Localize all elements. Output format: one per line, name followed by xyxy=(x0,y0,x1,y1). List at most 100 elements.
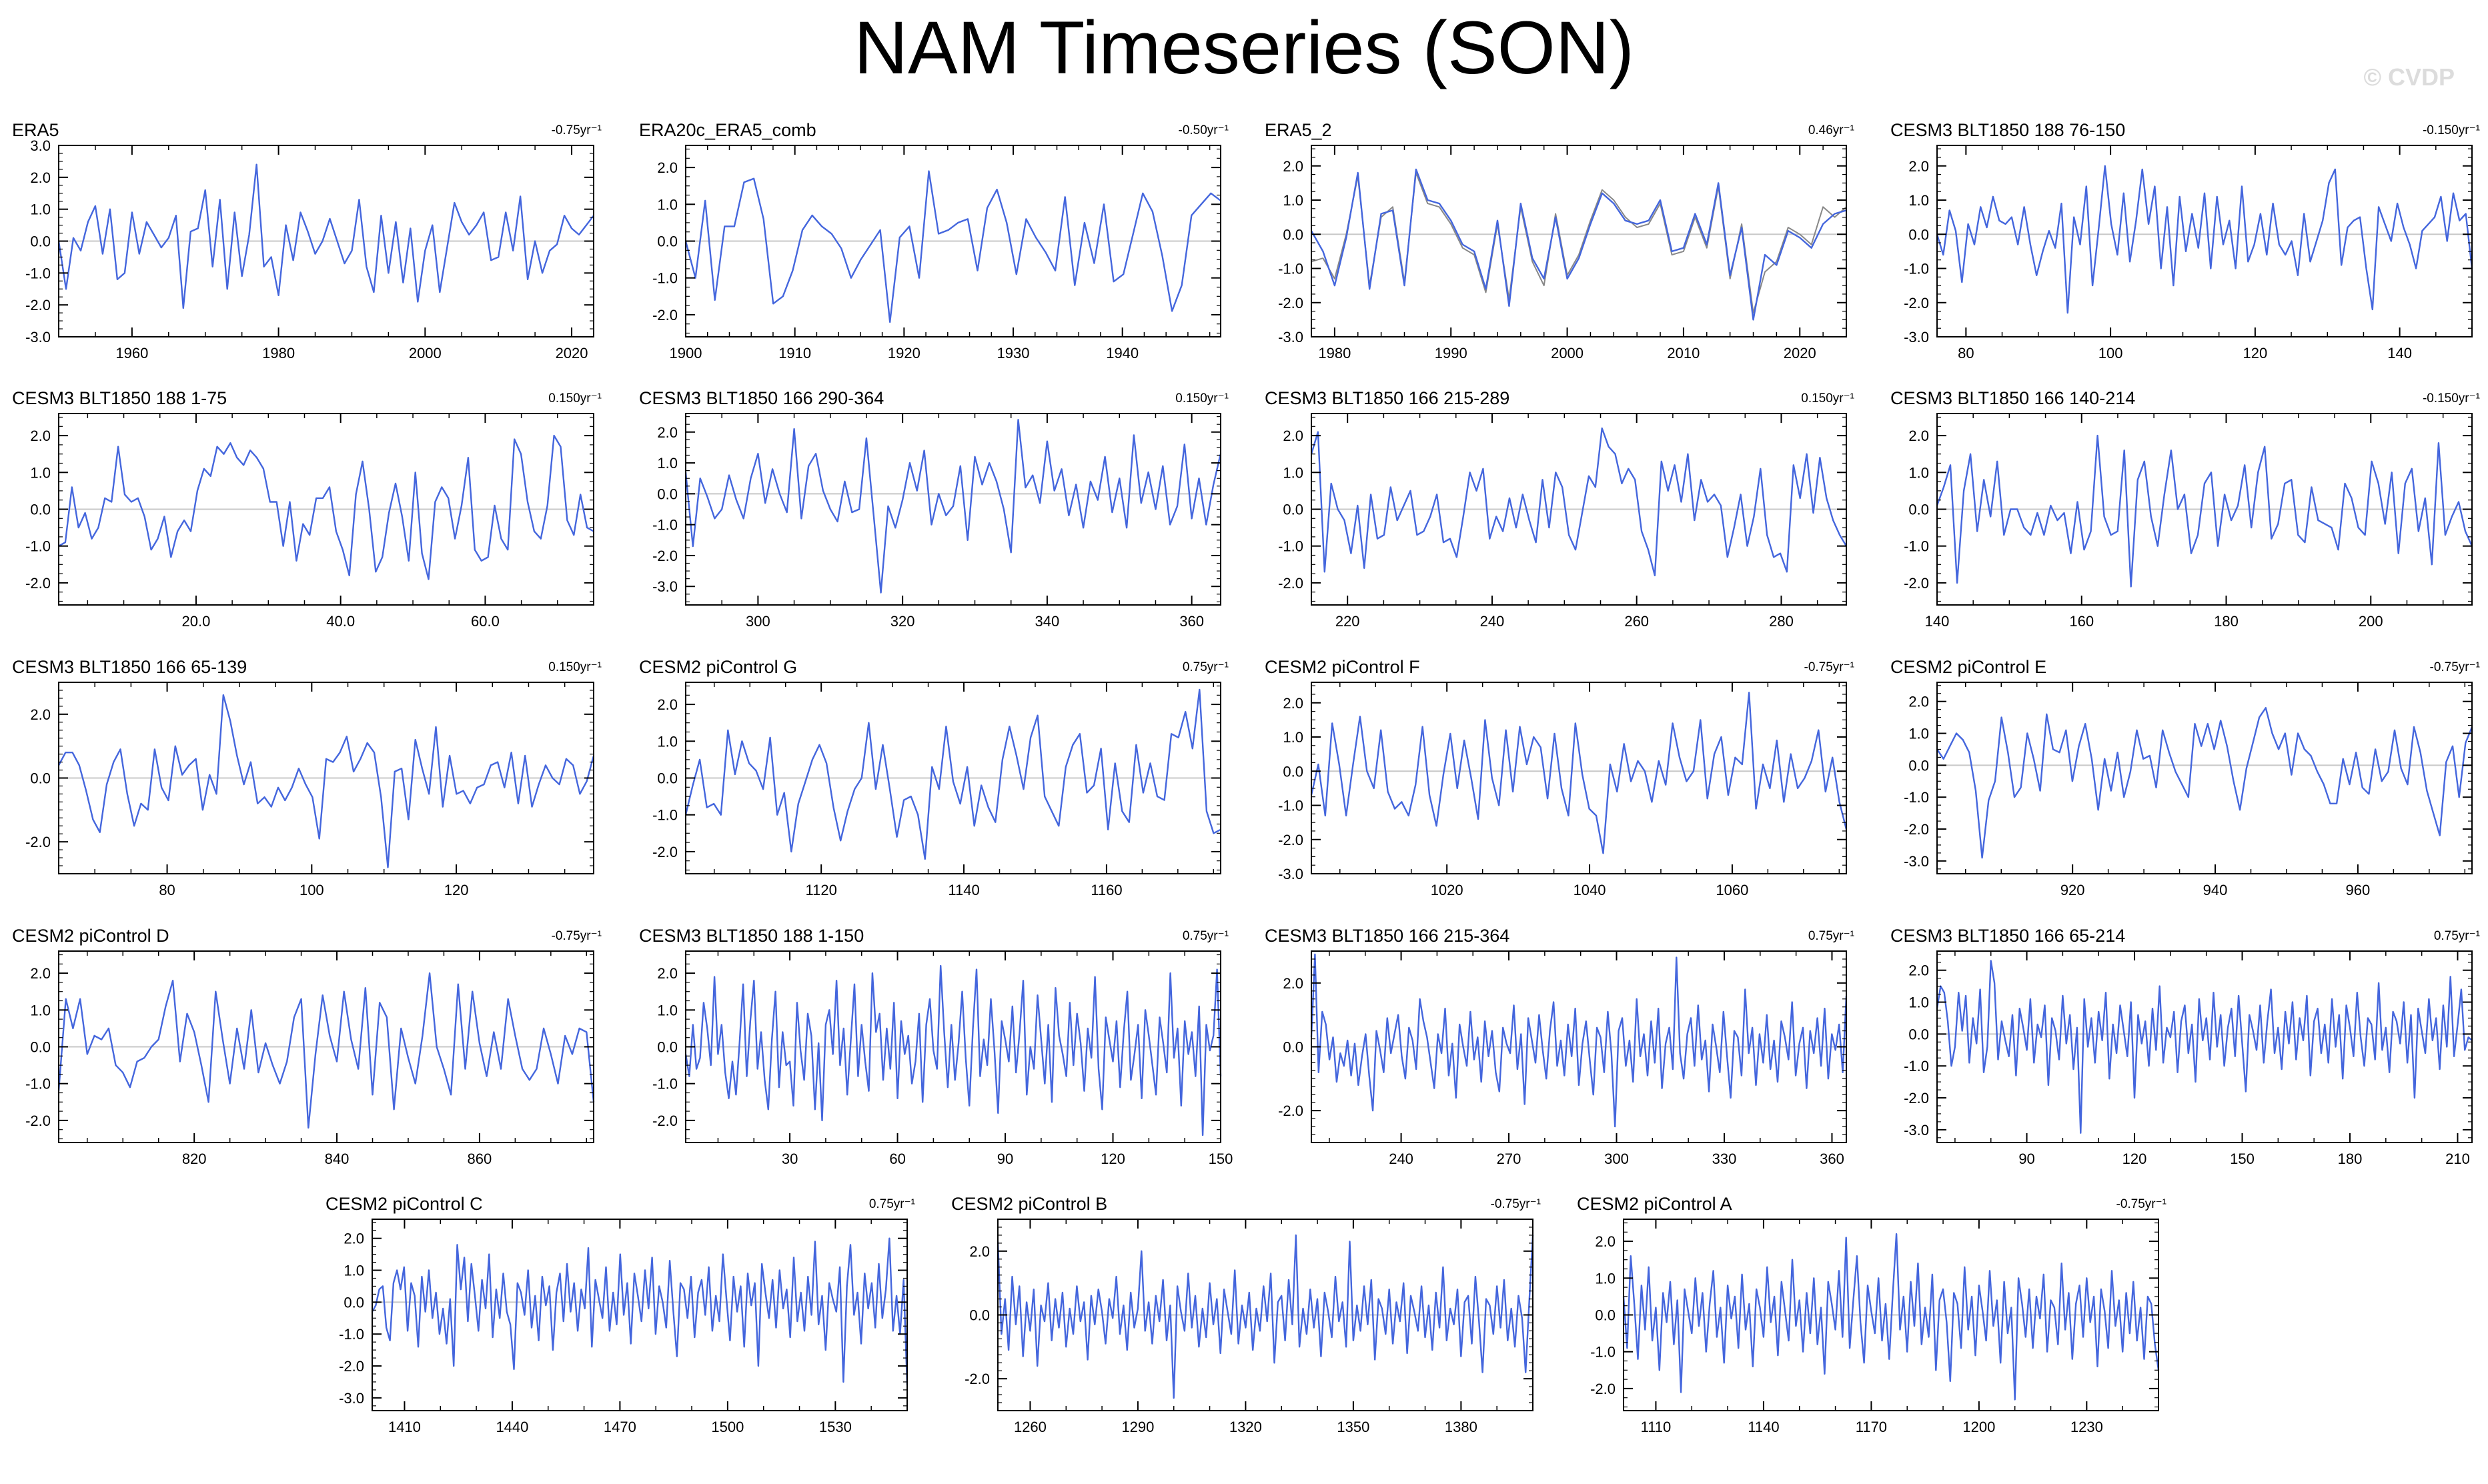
series-line xyxy=(1622,1233,2160,1401)
y-tick-label: -1.0 xyxy=(1904,1058,1929,1074)
y-tick-label: 1.0 xyxy=(1908,464,1929,481)
y-tick-label: 2.0 xyxy=(1283,158,1303,175)
panel-plot: 300 320 340 360 2.0 1.0 0.0 -1.0 -2.0 -3.0 xyxy=(652,413,1222,630)
panel-plot: 80 100 120 2.0 0.0 -2.0 xyxy=(25,682,595,898)
x-tick-label: 1380 xyxy=(1445,1419,1477,1435)
y-tick-label: 0.0 xyxy=(1595,1307,1616,1324)
y-tick-label: -3.0 xyxy=(25,329,51,345)
x-tick-label: 840 xyxy=(325,1151,350,1167)
y-tick-label: 0.0 xyxy=(1908,1026,1929,1042)
panel-title: CESM3 BLT1850 166 215-364 xyxy=(1265,926,1510,946)
timeseries-panel: CESM3 BLT1850 166 215-289 0.150yr⁻¹ 220 240… xyxy=(1259,388,1860,648)
x-tick-label: 1910 xyxy=(778,345,811,361)
panel-plot: 920 940 960 2.0 1.0 0.0 -1.0 -2.0 -3.0 xyxy=(1904,682,2473,898)
y-tick-label: 0.0 xyxy=(1283,763,1303,780)
timeseries-panel: CESM3 BLT1850 188 1-75 0.150yr⁻¹ 20.0 40.0 6… xyxy=(7,388,607,648)
plot-frame xyxy=(685,413,1221,606)
x-tick-label: 860 xyxy=(468,1151,492,1167)
x-tick-label: 1530 xyxy=(819,1419,852,1435)
y-tick-label: -1.0 xyxy=(339,1326,364,1343)
x-tick-label: 80 xyxy=(1958,345,1974,361)
x-tick-label: 120 xyxy=(1101,1151,1125,1167)
x-tick-label: 1120 xyxy=(806,882,837,898)
panel-plot: 1120 1140 1160 2.0 1.0 0.0 -1.0 -2.0 xyxy=(652,682,1221,898)
plot-frame xyxy=(1936,682,2473,874)
timeseries-panel: CESM2 piControl E -0.75yr⁻¹ 920 940 960 2.0 1.… xyxy=(1885,657,2485,917)
timeseries-panel: CESM3 BLT1850 166 65-214 0.75yr⁻¹ 90 120 150… xyxy=(1885,926,2485,1186)
x-tick-label: 1930 xyxy=(997,345,1030,361)
y-tick-label: -1.0 xyxy=(25,538,51,555)
y-tick-label: -2.0 xyxy=(339,1358,364,1375)
series-line xyxy=(58,434,594,580)
y-tick-label: -2.0 xyxy=(25,575,51,592)
y-tick-label: -2.0 xyxy=(1904,295,1929,311)
y-tick-label: 1.0 xyxy=(1908,192,1929,209)
panel-title: CESM3 BLT1850 166 65-214 xyxy=(1890,926,2126,946)
y-tick-label: -2.0 xyxy=(1590,1381,1616,1397)
page-title: NAM Timeseries (SON) xyxy=(854,6,1634,89)
y-tick-label: -3.0 xyxy=(1278,329,1303,345)
x-tick-label: 1140 xyxy=(948,882,979,898)
y-tick-label: -2.0 xyxy=(652,548,678,564)
x-tick-label: 2010 xyxy=(1667,345,1700,361)
series-line xyxy=(684,964,1222,1137)
x-tick-label: 100 xyxy=(299,882,324,898)
x-tick-label: 330 xyxy=(1712,1151,1737,1167)
y-tick-label: 2.0 xyxy=(1595,1233,1616,1250)
trend-label: -0.75yr⁻¹ xyxy=(551,929,602,943)
y-tick-label: 2.0 xyxy=(1908,962,1929,979)
x-tick-label: 1440 xyxy=(496,1419,528,1435)
trend-label: -0.75yr⁻¹ xyxy=(1490,1197,1541,1211)
series-line xyxy=(684,688,1221,860)
x-tick-label: 360 xyxy=(1179,613,1204,630)
panel-title: ERA5_2 xyxy=(1265,120,1332,140)
y-tick-label: -3.0 xyxy=(1278,866,1303,882)
panel-plot: 1020 1040 1060 2.0 1.0 0.0 -1.0 -2.0 -3.0 xyxy=(1278,682,1848,898)
timeseries-panel: CESM2 piControl A -0.75yr⁻¹ 1110 1140 1170 12… xyxy=(1572,1194,2172,1454)
y-tick-label: -3.0 xyxy=(339,1390,364,1407)
panel-title: CESM3 BLT1850 166 140-214 xyxy=(1890,388,2136,408)
x-tick-label: 1940 xyxy=(1106,345,1139,361)
panel-title: CESM2 piControl D xyxy=(12,926,169,946)
panel-title: ERA20c_ERA5_comb xyxy=(639,120,816,140)
y-tick-label: -2.0 xyxy=(1278,1102,1303,1119)
y-tick-label: 1.0 xyxy=(1908,994,1929,1011)
x-tick-label: 340 xyxy=(1035,613,1060,630)
y-tick-label: -1.0 xyxy=(652,517,678,534)
y-tick-label: -3.0 xyxy=(1904,329,1929,345)
series-line xyxy=(1936,707,2473,859)
trend-label: -0.75yr⁻¹ xyxy=(551,123,602,137)
y-tick-label: -1.0 xyxy=(1278,261,1303,277)
panel-plot: 30 60 90 120 150 2.0 1.0 0.0 -1.0 -2.0 xyxy=(652,950,1233,1167)
y-tick-label: 1.0 xyxy=(1908,726,1929,742)
trend-label: 0.75yr⁻¹ xyxy=(1808,929,1854,943)
y-tick-label: 2.0 xyxy=(1908,428,1929,444)
timeseries-panel: CESM2 piControl D -0.75yr⁻¹ 820 840 860 2.0 1.… xyxy=(7,926,607,1186)
x-tick-label: 1990 xyxy=(1435,345,1467,361)
y-tick-label: -1.0 xyxy=(1904,789,1929,806)
y-tick-label: 0.0 xyxy=(344,1294,364,1311)
y-tick-label: 0.0 xyxy=(657,233,678,250)
panel-title: CESM2 piControl E xyxy=(1890,657,2047,677)
y-tick-label: 2.0 xyxy=(30,706,51,723)
x-tick-label: 1920 xyxy=(888,345,920,361)
panel-title: CESM3 BLT1850 166 215-289 xyxy=(1265,388,1510,408)
x-tick-label: 1350 xyxy=(1337,1419,1369,1435)
y-tick-label: -1.0 xyxy=(25,265,51,281)
x-tick-label: 60 xyxy=(889,1151,905,1167)
panel-title: CESM2 piControl C xyxy=(326,1194,483,1214)
x-tick-label: 150 xyxy=(1209,1151,1233,1167)
y-tick-label: -2.0 xyxy=(1278,575,1303,592)
panel-title: CESM2 piControl A xyxy=(1577,1194,1732,1214)
y-tick-label: 0.0 xyxy=(657,1039,678,1056)
x-tick-label: 280 xyxy=(1769,613,1794,630)
panel-title: ERA5 xyxy=(12,120,59,140)
x-tick-label: 1060 xyxy=(1716,882,1748,898)
y-tick-label: 0.0 xyxy=(1283,226,1303,243)
y-tick-label: 0.0 xyxy=(30,1039,51,1056)
x-tick-label: 1260 xyxy=(1014,1419,1047,1435)
series-line xyxy=(1936,165,2473,314)
x-tick-label: 1170 xyxy=(1856,1419,1887,1435)
panel-plot: 90 120 150 180 210 2.0 1.0 0.0 -1.0 -2.0 -3.0 xyxy=(1904,950,2473,1167)
y-tick-label: 2.0 xyxy=(657,424,678,441)
